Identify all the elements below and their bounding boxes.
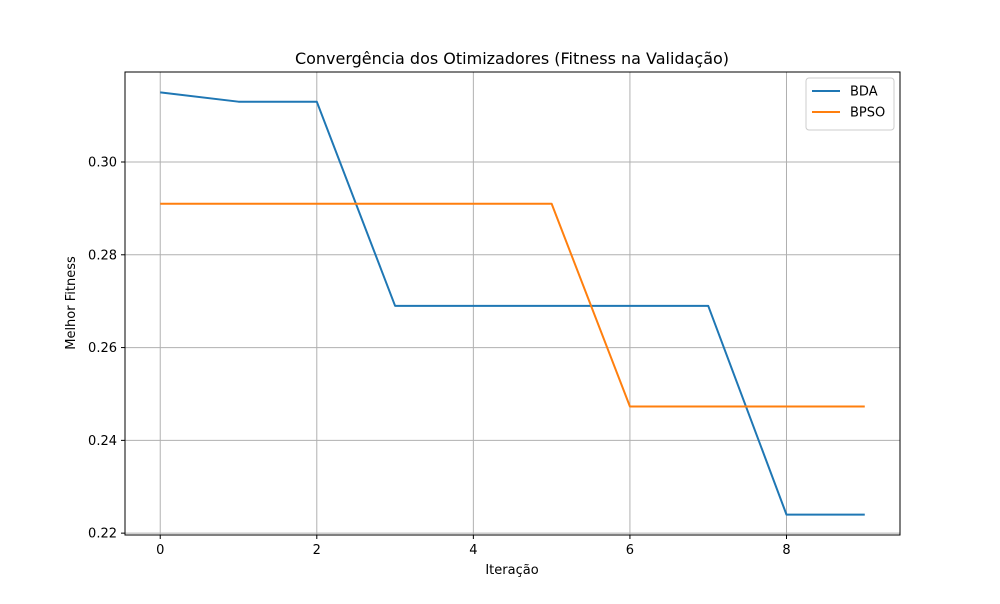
x-tick-label: 6 bbox=[626, 543, 634, 558]
y-axis-label: Melhor Fitness bbox=[64, 256, 79, 350]
x-axis-label: Iteração bbox=[485, 563, 538, 578]
x-tick-label: 4 bbox=[469, 543, 477, 558]
series-line-bda bbox=[160, 91, 865, 516]
x-tick-label: 2 bbox=[313, 543, 321, 558]
chart-title: Convergência dos Otimizadores (Fitness n… bbox=[295, 49, 729, 68]
y-tick-label: 0.24 bbox=[88, 434, 117, 449]
y-tick-label: 0.26 bbox=[88, 341, 117, 356]
tick-layer: 0 2 4 6 8 0.22 0.24 0.26 0.28 0.30 bbox=[88, 156, 791, 558]
plot-frame bbox=[124, 71, 901, 536]
y-tick-label: 0.22 bbox=[88, 527, 117, 542]
series-line-bpso bbox=[160, 202, 865, 408]
legend: BDA BPSO bbox=[805, 77, 895, 131]
series-layer bbox=[160, 91, 865, 516]
x-tick-label: 8 bbox=[782, 543, 790, 558]
y-tick-label: 0.28 bbox=[88, 248, 117, 263]
legend-label-bda: BDA bbox=[850, 85, 878, 100]
legend-label-bpso: BPSO bbox=[850, 106, 885, 121]
y-tick-label: 0.30 bbox=[88, 156, 117, 171]
grid-layer bbox=[125, 72, 900, 535]
x-tick-label: 0 bbox=[156, 543, 164, 558]
